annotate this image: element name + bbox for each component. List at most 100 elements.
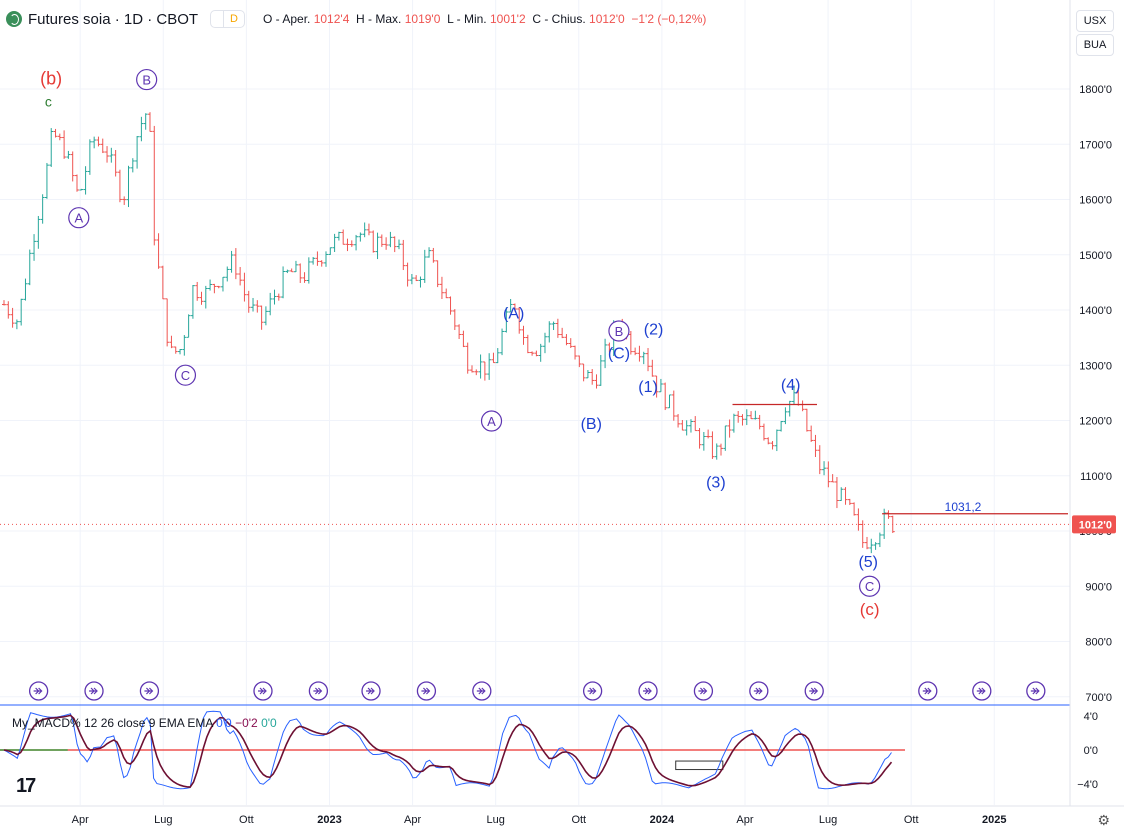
- tradingview-logo[interactable]: 17: [16, 775, 36, 797]
- price-bar: [319, 260, 324, 267]
- price-bar: [676, 414, 681, 428]
- event-marker-icon[interactable]: [28, 681, 49, 701]
- price-bar: [770, 441, 775, 450]
- last-price-badge[interactable]: [1072, 515, 1116, 534]
- wave-text: A: [74, 211, 83, 226]
- event-marker-icon[interactable]: [918, 681, 938, 701]
- macd-value-3: 0'0: [261, 716, 277, 730]
- session-pill[interactable]: D: [210, 10, 245, 28]
- event-marker-icon[interactable]: [253, 681, 273, 701]
- price-bar: [719, 443, 724, 456]
- price-bar: [36, 215, 41, 249]
- currency-unit-button[interactable]: USX: [1076, 10, 1114, 32]
- wave-text: (1): [638, 379, 658, 396]
- price-bar: [147, 112, 152, 132]
- event-markers[interactable]: [28, 681, 1046, 701]
- price-bar: [435, 260, 440, 288]
- price-bar: [650, 359, 655, 377]
- price-bar: [135, 136, 140, 169]
- price-bar: [392, 236, 397, 253]
- event-marker-icon[interactable]: [638, 681, 658, 701]
- price-tick-label: 700'0: [1085, 692, 1112, 704]
- price-bar: [74, 174, 79, 192]
- time-axis[interactable]: Apr Lug Ott 2023 Apr Lug Ott 2024 Apr Lug Ott 2025: [72, 814, 1007, 826]
- event-marker-icon[interactable]: [472, 681, 492, 701]
- price-bar: [225, 266, 230, 282]
- price-bar: [491, 352, 496, 364]
- wave-label: (2): [644, 321, 664, 338]
- macd-tick-label: 4'0: [1084, 711, 1098, 723]
- time-tick-label: Apr: [404, 814, 421, 826]
- symbol-logo-icon: [6, 11, 22, 27]
- price-bar: [633, 347, 638, 356]
- event-marker-icon[interactable]: [693, 681, 714, 701]
- price-bar: [800, 400, 805, 412]
- wave-label: (3): [706, 474, 726, 491]
- price-bar: [525, 334, 530, 354]
- price-bar: [813, 434, 818, 458]
- signal-line: [3, 714, 893, 788]
- settings-gear-icon[interactable]: ⚙: [1097, 812, 1110, 828]
- pill-dot: [211, 11, 223, 27]
- price-bar: [229, 250, 234, 273]
- event-marker-icon[interactable]: [972, 681, 992, 701]
- price-bar: [186, 314, 191, 338]
- price-bar: [573, 345, 578, 360]
- price-bar: [680, 420, 685, 431]
- price-bar: [272, 289, 277, 305]
- wave-text: (4): [781, 377, 801, 394]
- macd-legend[interactable]: My_MACD% 12 26 close 9 EMA EMA 0'0 −0'2 …: [12, 716, 277, 730]
- price-bar: [6, 301, 11, 319]
- price-bar: [160, 265, 165, 300]
- event-marker-icon[interactable]: [1026, 681, 1046, 701]
- event-marker-icon[interactable]: [308, 681, 329, 701]
- price-tick-label: 900'0: [1085, 581, 1112, 593]
- price-bar: [126, 165, 131, 208]
- event-marker-icon[interactable]: [804, 681, 824, 701]
- price-bar: [530, 351, 535, 356]
- event-marker-icon[interactable]: [361, 681, 381, 701]
- price-bar: [165, 298, 170, 347]
- price-bar: [96, 136, 101, 147]
- price-bar: [461, 330, 466, 348]
- price-bar: [783, 407, 788, 425]
- time-tick-label: 2024: [650, 814, 675, 826]
- price-bar: [306, 257, 311, 284]
- price-bar: [534, 350, 539, 357]
- price-bar: [766, 437, 771, 445]
- wave-circle: [68, 207, 90, 229]
- event-arrow: [366, 687, 375, 695]
- price-bar: [594, 374, 599, 389]
- price-bar: [388, 231, 393, 248]
- event-arrow: [33, 687, 43, 695]
- price-tick-label: 800'0: [1085, 637, 1112, 649]
- price-axis[interactable]: 1800'0 1700'0 1600'0 1500'0 1400'0 1300'0 1200…: [1072, 84, 1116, 791]
- time-tick-label: 2025: [982, 814, 1006, 826]
- wave-text: (c): [860, 600, 880, 619]
- price-bar: [324, 251, 329, 267]
- price-bar: [255, 300, 260, 313]
- event-marker-icon[interactable]: [749, 681, 769, 701]
- price-bar: [877, 532, 882, 548]
- wave-text: B: [615, 324, 624, 339]
- macd-value-1: 0'0: [216, 716, 232, 730]
- event-marker-icon[interactable]: [84, 681, 104, 701]
- time-tick-label: Ott: [239, 814, 254, 826]
- wave-circle: [859, 575, 881, 597]
- price-bar: [311, 256, 316, 265]
- price-bar: [555, 318, 560, 338]
- price-bar: [886, 510, 891, 519]
- price-bar: [723, 425, 728, 451]
- event-marker-icon[interactable]: [416, 681, 437, 701]
- price-bar: [843, 487, 848, 505]
- price-bar: [23, 278, 28, 301]
- wave-text: C: [181, 368, 190, 383]
- quote-unit-button[interactable]: BUA: [1076, 34, 1114, 56]
- event-marker-icon[interactable]: [582, 681, 603, 701]
- wave-label: (1): [638, 379, 658, 396]
- price-tick-label: 1400'0: [1079, 305, 1112, 317]
- event-marker-icon[interactable]: [139, 681, 160, 701]
- price-bar: [787, 400, 792, 417]
- symbol-title[interactable]: Futures soia · 1D · CBOT: [28, 10, 199, 28]
